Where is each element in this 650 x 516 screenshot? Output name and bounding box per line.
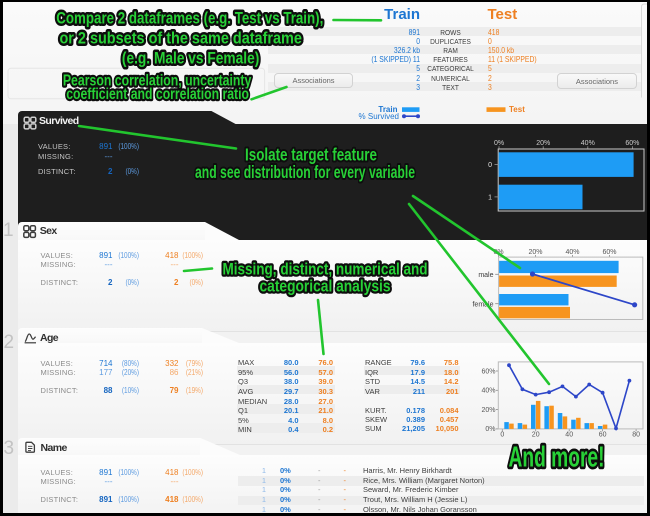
svg-text:40%: 40% [481,388,495,395]
svg-text:categorical analysis: categorical analysis [260,278,391,296]
svg-text:60%: 60% [602,249,616,256]
svg-text:0: 0 [500,431,504,438]
svg-text:20%: 20% [481,407,495,414]
svg-text:20: 20 [532,431,540,438]
svg-text:40%: 40% [581,140,595,147]
svg-text:and see distribution for every: and see distribution for every variable [195,162,415,182]
svg-text:20%: 20% [536,140,550,147]
svg-text:40: 40 [565,431,573,438]
svg-text:Pearson correlation, uncertain: Pearson correlation, uncertainty [63,73,252,90]
svg-text:0: 0 [488,162,492,169]
svg-text:0%: 0% [485,426,495,433]
svg-text:0%: 0% [494,140,504,147]
svg-text:60: 60 [599,431,607,438]
svg-text:Missing, distinct, numerical a: Missing, distinct, numerical and [223,261,428,279]
svg-text:male: male [478,272,493,279]
svg-text:60%: 60% [625,140,639,147]
svg-text:80: 80 [632,431,640,438]
svg-text:Compare 2 dataframes (e.g. Tes: Compare 2 dataframes (e.g. Test vs Train… [56,9,323,27]
svg-text:female: female [472,302,493,309]
svg-text:1: 1 [488,195,492,202]
svg-text:Isolate target feature: Isolate target feature [245,144,377,164]
svg-text:40%: 40% [565,249,579,256]
svg-text:20%: 20% [528,249,542,256]
svg-text:60%: 60% [481,368,495,375]
svg-text:And more!: And more! [509,442,605,474]
svg-text:or 2 subsets of the same dataf: or 2 subsets of the same dataframe [59,30,302,48]
svg-text:(e.g. Male vs Female): (e.g. Male vs Female) [122,50,259,68]
svg-text:coefficient and correlation ra: coefficient and correlation ratio [66,86,249,103]
